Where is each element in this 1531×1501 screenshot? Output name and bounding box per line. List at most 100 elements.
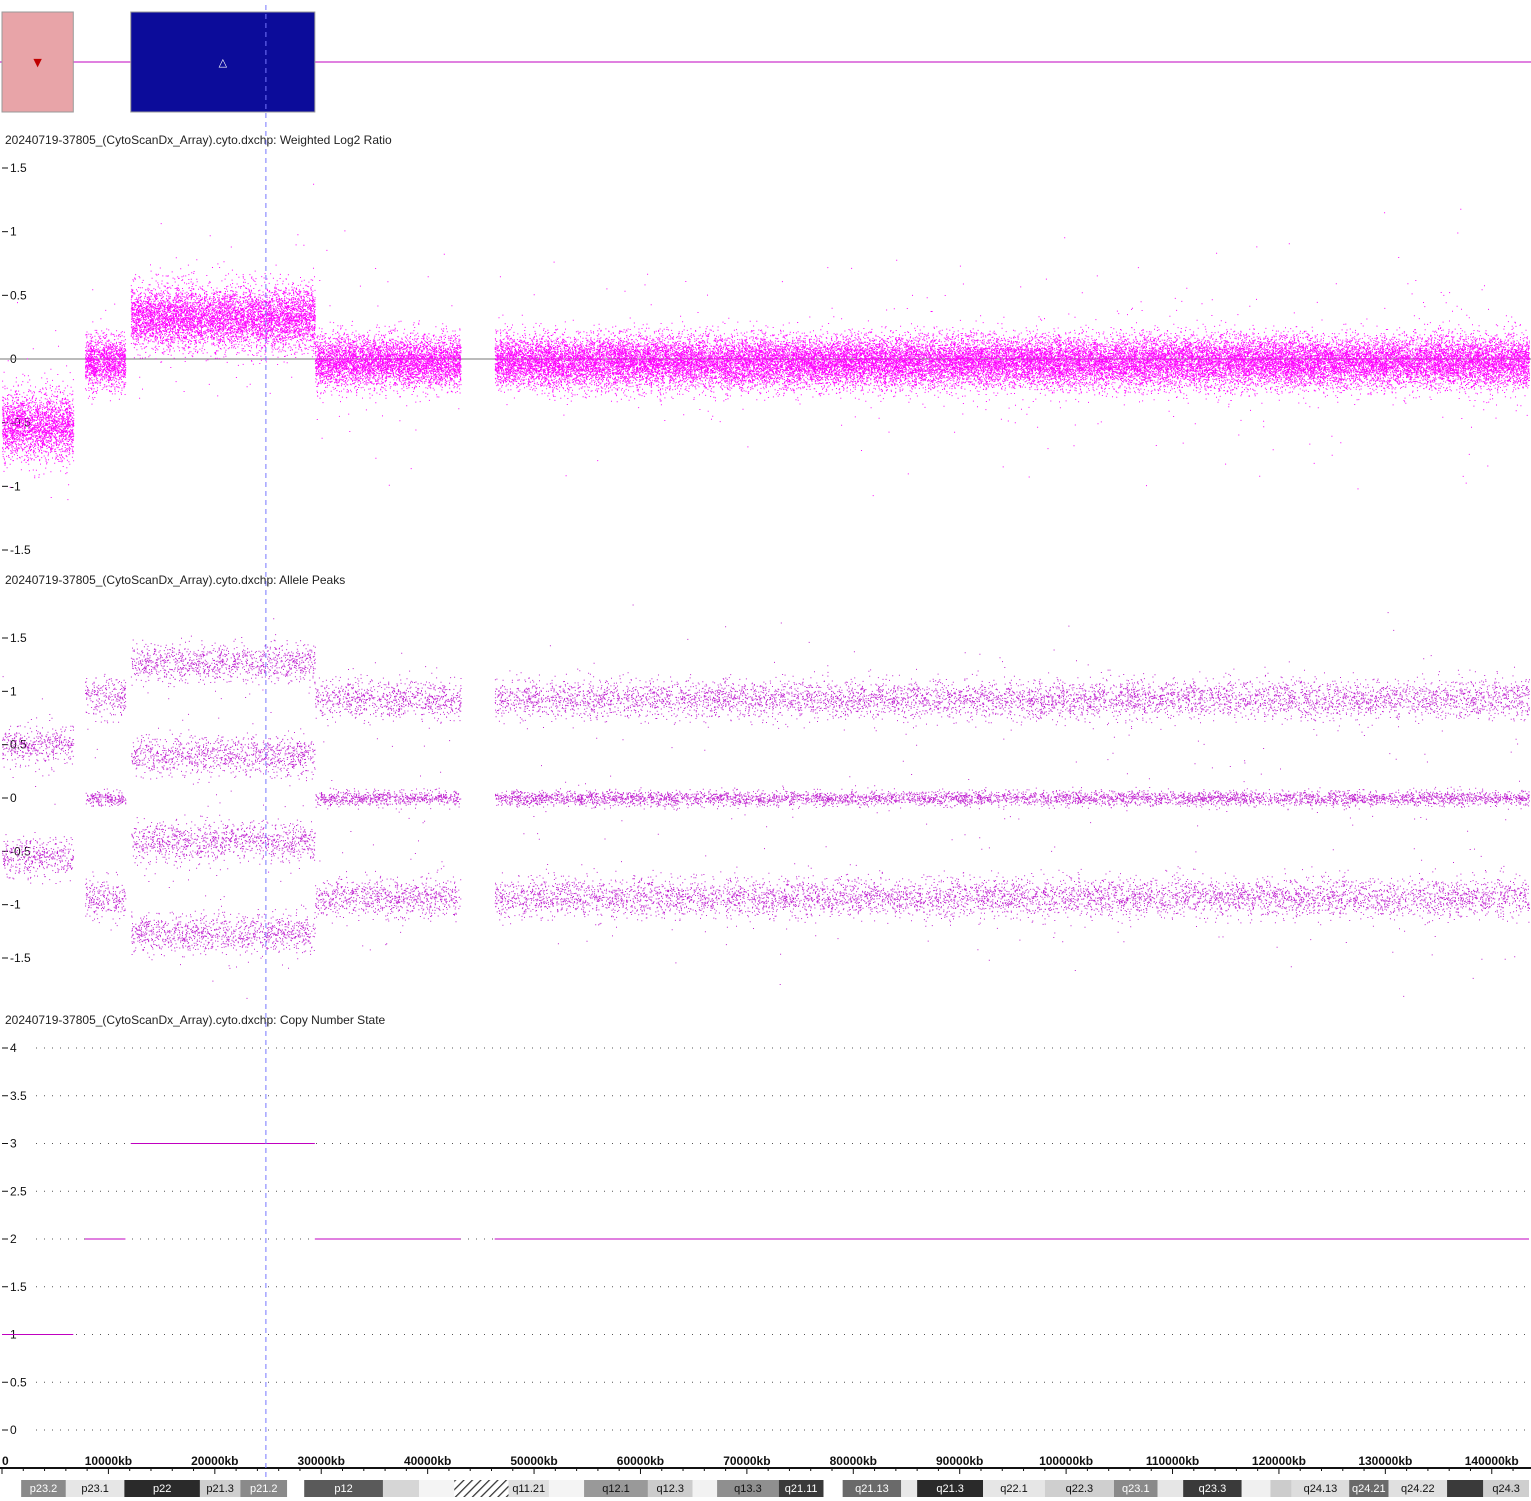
copy-number-segments xyxy=(2,1143,1529,1335)
ideogram-band xyxy=(584,1480,648,1497)
ideogram-band-label: q12.1 xyxy=(602,1483,630,1495)
copy-number-title: 20240719-37805_(CytoScanDx_Array).cyto.d… xyxy=(5,1013,386,1027)
x-tick-label: 140000kb xyxy=(1465,1454,1519,1468)
ideogram-band xyxy=(1044,1480,1114,1497)
ideogram-band-label: p21.3 xyxy=(206,1483,234,1495)
ideogram-band xyxy=(1483,1480,1529,1497)
ideogram-band xyxy=(1183,1480,1242,1497)
ideogram-band xyxy=(240,1480,288,1497)
ideogram-band xyxy=(21,1480,66,1497)
x-tick-label: 50000kb xyxy=(510,1454,557,1468)
ideogram-band-label: p22 xyxy=(153,1483,171,1495)
allele-peaks-panel: 20240719-37805_(CytoScanDx_Array).cyto.d… xyxy=(2,573,1531,999)
ideogram-band xyxy=(1291,1480,1350,1497)
y-tick-label: 1.5 xyxy=(10,161,27,175)
y-tick-label: 0 xyxy=(10,1423,17,1437)
ideogram-band-label: q21.13 xyxy=(855,1483,889,1495)
y-tick-label: 1.5 xyxy=(10,1280,27,1294)
ideogram-band-label: q12.3 xyxy=(656,1483,684,1495)
log2-ratio-panel: 20240719-37805_(CytoScanDx_Array).cyto.d… xyxy=(0,133,1531,557)
y-tick-label: 0.5 xyxy=(10,288,27,302)
ideogram-band xyxy=(983,1480,1045,1497)
ideogram-band xyxy=(901,1480,918,1497)
y-tick-label: 3 xyxy=(10,1137,17,1151)
y-tick-label: 1 xyxy=(10,684,17,698)
ideogram-band-label: p21.2 xyxy=(250,1483,278,1495)
allele-peaks-title: 20240719-37805_(CytoScanDx_Array).cyto.d… xyxy=(5,573,345,587)
y-tick-label: 1 xyxy=(10,225,17,239)
segment-track: ▼ △ xyxy=(0,11,1531,113)
x-tick-label: 60000kb xyxy=(617,1454,664,1468)
ideogram-band-label: q24.21 xyxy=(1352,1483,1386,1495)
y-tick-label: 0 xyxy=(10,791,17,805)
segment-loss[interactable] xyxy=(1,11,74,113)
ideogram-band-label: q21.3 xyxy=(936,1483,964,1495)
ideogram-band xyxy=(1388,1480,1448,1497)
ideogram-band xyxy=(778,1480,824,1497)
ideogram-band xyxy=(548,1480,585,1497)
segment-marker-loss: ▼ xyxy=(33,56,42,69)
copy-number-y-axis: 43.532.521.510.50 xyxy=(2,1041,1531,1437)
ideogram-band xyxy=(1270,1480,1292,1497)
x-tick-label: 0 xyxy=(2,1454,9,1468)
ideogram-band xyxy=(1241,1480,1271,1497)
ideogram-band-label: p23.2 xyxy=(30,1483,58,1495)
y-tick-label: 2.5 xyxy=(10,1184,27,1198)
ideogram-band xyxy=(842,1480,902,1497)
ideogram-band xyxy=(1157,1480,1184,1497)
ideogram-band xyxy=(304,1480,383,1497)
log2-ratio-title: 20240719-37805_(CytoScanDx_Array).cyto.d… xyxy=(5,133,392,147)
ideogram-band-label: q24.3 xyxy=(1492,1483,1520,1495)
log2-ratio-point-cloud xyxy=(2,183,1530,501)
y-tick-label: 0.5 xyxy=(10,1375,27,1389)
ideogram-band xyxy=(917,1480,984,1497)
x-tick-label: 40000kb xyxy=(404,1454,451,1468)
y-tick-label: 1.5 xyxy=(10,631,27,645)
allele-peak-point-cloud xyxy=(2,604,1531,999)
ideogram-band xyxy=(692,1480,718,1497)
x-tick-label: 130000kb xyxy=(1358,1454,1412,1468)
ideogram-band xyxy=(454,1480,509,1497)
segment-gain[interactable] xyxy=(130,11,316,113)
ideogram-band-label: q24.13 xyxy=(1304,1483,1338,1495)
x-tick-label: 20000kb xyxy=(191,1454,238,1468)
copy-number-panel: 20240719-37805_(CytoScanDx_Array).cyto.d… xyxy=(2,1013,1531,1437)
ideogram-band xyxy=(2,1480,22,1497)
ideogram-band xyxy=(65,1480,125,1497)
ideogram-band xyxy=(508,1480,549,1497)
ideogram-band xyxy=(287,1480,305,1497)
x-tick-label: 100000kb xyxy=(1039,1454,1093,1468)
chromosome-ideogram[interactable]: p23.2 p23.1 p22 p21.3 p21.2 p12 q11.21 q12.1 q12… xyxy=(2,1480,1529,1497)
x-tick-label: 110000kb xyxy=(1146,1454,1199,1468)
ideogram-band-label: q23.1 xyxy=(1122,1483,1150,1495)
ideogram-band-label: q13.3 xyxy=(734,1483,762,1495)
y-tick-label: -1.5 xyxy=(10,543,31,557)
y-tick-label: -1 xyxy=(10,479,21,493)
x-tick-label: 30000kb xyxy=(298,1454,345,1468)
ideogram-band-label: q22.1 xyxy=(1000,1483,1028,1495)
ideogram-band xyxy=(382,1480,420,1497)
y-tick-label: 3.5 xyxy=(10,1089,27,1103)
x-tick-label: 70000kb xyxy=(723,1454,770,1468)
ideogram-band xyxy=(823,1480,843,1497)
ideogram-band-label: q23.3 xyxy=(1199,1483,1227,1495)
ideogram-band xyxy=(124,1480,200,1497)
ideogram-band xyxy=(1447,1480,1484,1497)
ideogram-band-label: p12 xyxy=(334,1483,352,1495)
y-tick-label: -1.5 xyxy=(10,951,31,965)
ideogram-band xyxy=(419,1480,455,1497)
allele-peaks-points xyxy=(2,604,1531,999)
ideogram-band-label: q11.21 xyxy=(512,1483,545,1495)
x-tick-label: 80000kb xyxy=(830,1454,877,1468)
y-tick-label: 4 xyxy=(10,1041,17,1055)
x-tick-label: 120000kb xyxy=(1252,1454,1306,1468)
ideogram-band xyxy=(199,1480,241,1497)
ideogram-band xyxy=(1113,1480,1158,1497)
ideogram-band xyxy=(647,1480,693,1497)
segment-marker-gain: △ xyxy=(219,56,228,69)
genomic-position-axis: 0 10000kb 20000kb 30000kb 40000kb 50000kb 6000… xyxy=(0,1454,1531,1474)
allele-peaks-y-axis: 1.510.50-0.5-1-1.5 xyxy=(2,631,31,965)
ideogram-band-label: p23.1 xyxy=(81,1483,109,1495)
y-tick-label: -1 xyxy=(10,898,21,912)
